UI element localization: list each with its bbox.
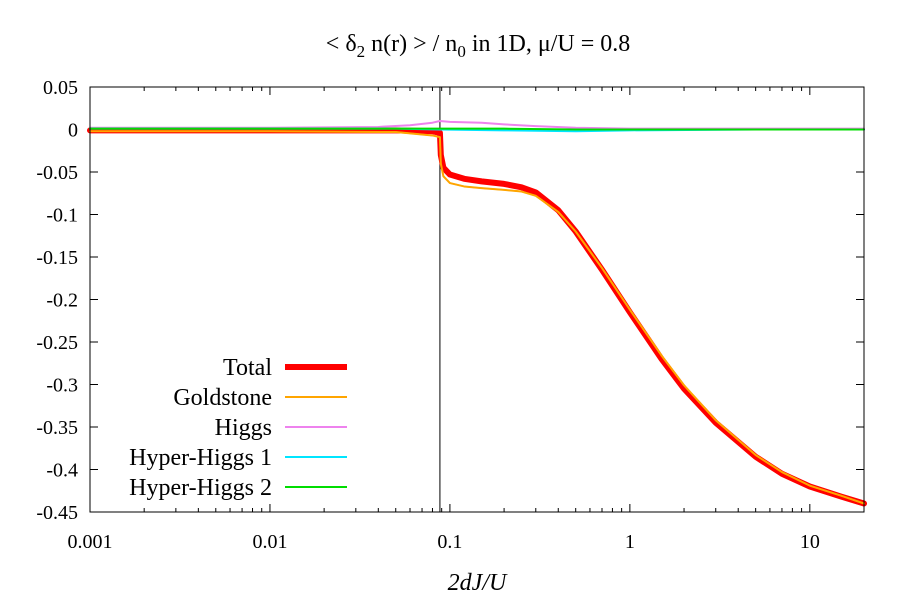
- x-tick-label-0: 0.001: [68, 531, 113, 553]
- title-prefix: <: [326, 31, 346, 57]
- legend-label-hyper-higgs-1: Hyper-Higgs 1: [129, 445, 272, 471]
- x-axis-label: 2dJ/U: [448, 570, 508, 596]
- series-line-goldstone-overlay: [90, 130, 865, 505]
- y-tick-label-6: -0.25: [36, 332, 78, 354]
- y-tick-label-2: -0.05: [36, 162, 78, 184]
- x-tick-label-3: 1: [625, 531, 635, 553]
- legend-label-hyper-higgs-2: Hyper-Higgs 2: [129, 475, 272, 501]
- y-tick-label-7: -0.3: [46, 375, 78, 397]
- series-line-total: [87, 127, 867, 507]
- y-tick-label-4: -0.15: [36, 247, 78, 269]
- y-tick-label-0: 0.05: [43, 77, 78, 99]
- legend: Total Goldstone Higgs Hyper-Higgs 1 Hyper-Hi…: [129, 355, 347, 501]
- series-line-hyper-higgs-2: [89, 127, 865, 131]
- series-lines: [87, 120, 867, 507]
- x-tick-label-2: 0.1: [437, 531, 462, 553]
- title-suffix: in 1D,: [466, 31, 538, 57]
- title-mid: n(r) > / n: [365, 31, 457, 57]
- y-tick-label-10: -0.45: [36, 502, 78, 524]
- y-tick-label-9: -0.4: [46, 460, 78, 482]
- legend-label-higgs: Higgs: [215, 415, 272, 441]
- plot-frame: [89, 86, 865, 513]
- y-tick-label-1: 0: [68, 120, 78, 142]
- legend-label-goldstone: Goldstone: [173, 385, 272, 411]
- x-tick-label-1: 0.01: [252, 531, 287, 553]
- y-tick-label-8: -0.35: [36, 417, 78, 439]
- title-mu: μ: [538, 31, 551, 57]
- title-delta-sub: 2: [357, 42, 366, 61]
- y-tick-label-3: -0.1: [46, 205, 78, 227]
- legend-label-total: Total: [223, 355, 272, 381]
- y-tick-label-5: -0.2: [46, 290, 78, 312]
- title-n-sub: 0: [457, 42, 466, 61]
- title-ratio: /U = 0.8: [551, 31, 631, 57]
- x-tick-label-4: 10: [800, 531, 820, 553]
- title-delta: δ: [345, 31, 356, 57]
- tick-labels: 0.05 0 -0.05 -0.1 -0.15 -0.2 -0.25 -0.3 -0.35 -0.…: [36, 77, 819, 553]
- chart-title: < δ2 n(r) > / n0 in 1D, μ/U = 0.8: [326, 31, 630, 61]
